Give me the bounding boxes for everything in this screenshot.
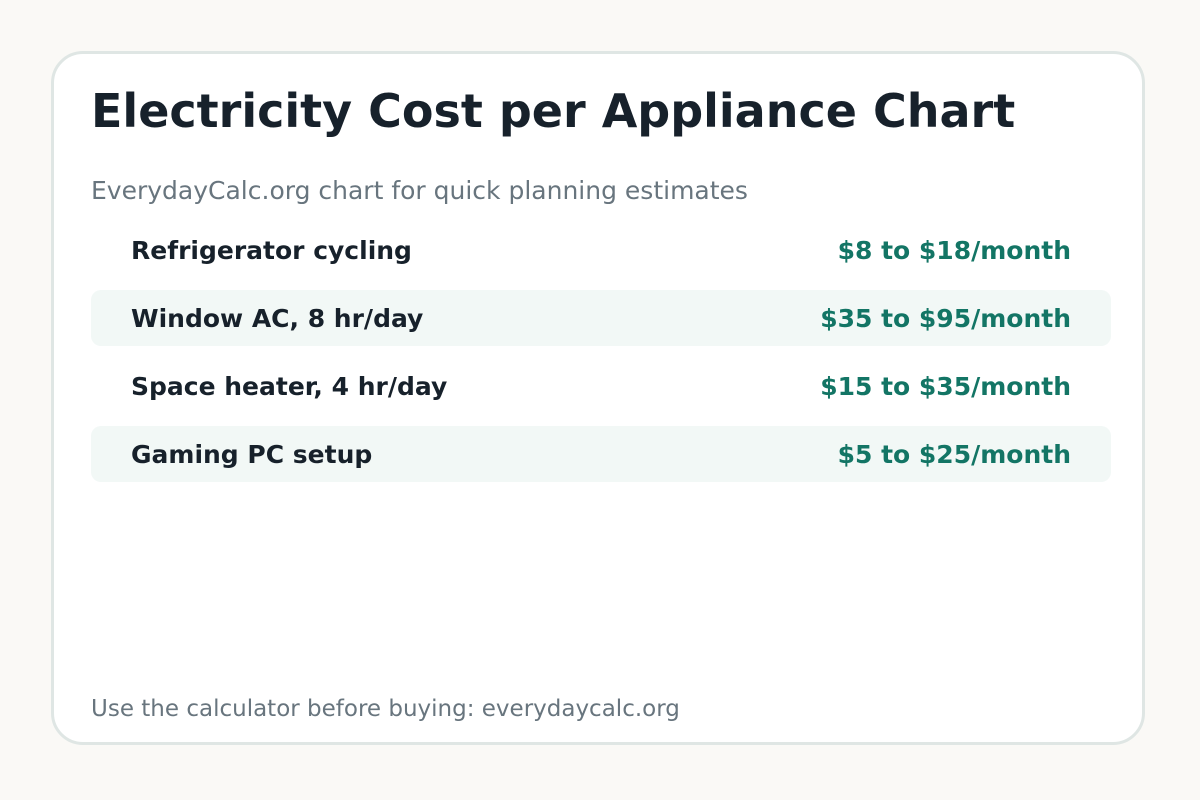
appliance-cost-list: Refrigerator cycling $8 to $18/month Win… — [91, 222, 1111, 494]
list-item-refrigerator: Refrigerator cycling $8 to $18/month — [91, 222, 1111, 278]
list-item-space-heater: Space heater, 4 hr/day $15 to $35/month — [91, 358, 1111, 414]
cost-range-value: $15 to $35/month — [820, 371, 1071, 401]
page-subtitle: EverydayCalc.org chart for quick plannin… — [91, 176, 748, 205]
cost-range-value: $35 to $95/month — [820, 303, 1071, 333]
list-item-gaming-pc: Gaming PC setup $5 to $25/month — [91, 426, 1111, 482]
page-title: Electricity Cost per Appliance Chart — [91, 84, 1016, 138]
footer-note: Use the calculator before buying: everyd… — [91, 696, 680, 722]
appliance-label: Space heater, 4 hr/day — [131, 371, 448, 401]
appliance-label: Refrigerator cycling — [131, 235, 412, 265]
appliance-label: Gaming PC setup — [131, 439, 373, 469]
cost-card: Electricity Cost per Appliance Chart Eve… — [51, 51, 1145, 745]
appliance-label: Window AC, 8 hr/day — [131, 303, 424, 333]
list-item-window-ac: Window AC, 8 hr/day $35 to $95/month — [91, 290, 1111, 346]
cost-range-value: $8 to $18/month — [837, 235, 1071, 265]
cost-range-value: $5 to $25/month — [837, 439, 1071, 469]
